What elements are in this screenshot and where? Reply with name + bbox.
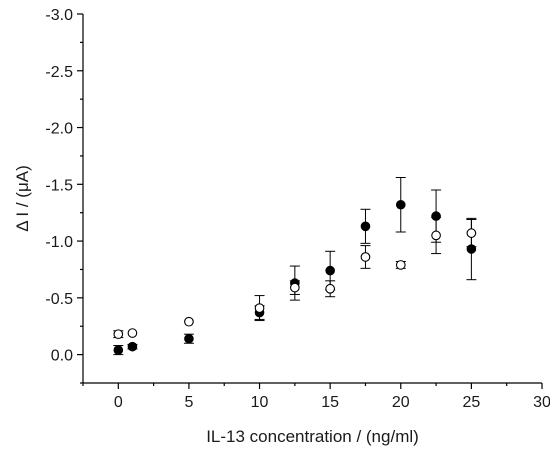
- y-tick-label: -0.5: [45, 291, 73, 308]
- x-tick-label: 20: [392, 394, 410, 411]
- y-tick-label: 0.0: [51, 348, 73, 365]
- y-tick-label: -1.5: [45, 177, 73, 194]
- data-point: [127, 341, 138, 352]
- series-2: [113, 216, 477, 340]
- x-axis-title: IL-13 concentration / (ng/ml): [206, 427, 419, 446]
- x-tick-label: 10: [251, 394, 269, 411]
- data-point: [113, 345, 124, 355]
- y-axis-title: Δ I / (μA): [13, 165, 32, 232]
- data-point: [254, 303, 265, 313]
- x-tick-label: 30: [533, 394, 550, 411]
- data-point: [289, 282, 300, 293]
- data-point: [325, 283, 336, 294]
- y-tick-label: -2.5: [45, 64, 73, 81]
- x-tick-label: 5: [184, 394, 193, 411]
- data-point: [466, 228, 477, 238]
- data-point: [360, 252, 371, 262]
- y-tick-label: -3.0: [45, 7, 73, 24]
- data-point: [360, 221, 371, 232]
- data-point: [395, 260, 406, 270]
- data-point: [184, 333, 194, 344]
- series-1: [113, 176, 477, 356]
- y-tick-label: -2.0: [45, 121, 73, 138]
- data-point: [127, 328, 138, 338]
- x-tick-label: 25: [462, 394, 480, 411]
- data-point: [113, 329, 124, 340]
- y-ticks: 0.0 -0.5 -1.0 -1.5 -2.0 -2.5 -3.0: [45, 7, 83, 384]
- series-layer: [113, 176, 477, 356]
- data-point: [184, 316, 194, 327]
- x-tick-label: 15: [321, 394, 339, 411]
- data-point: [325, 265, 335, 276]
- data-point: [431, 230, 441, 241]
- y-tick-label: -1.0: [45, 234, 73, 251]
- x-tick-label: 0: [114, 394, 123, 411]
- x-ticks: 0 5 10 15 20 25 30: [82, 383, 550, 411]
- axes: [82, 14, 542, 384]
- data-point: [395, 199, 406, 210]
